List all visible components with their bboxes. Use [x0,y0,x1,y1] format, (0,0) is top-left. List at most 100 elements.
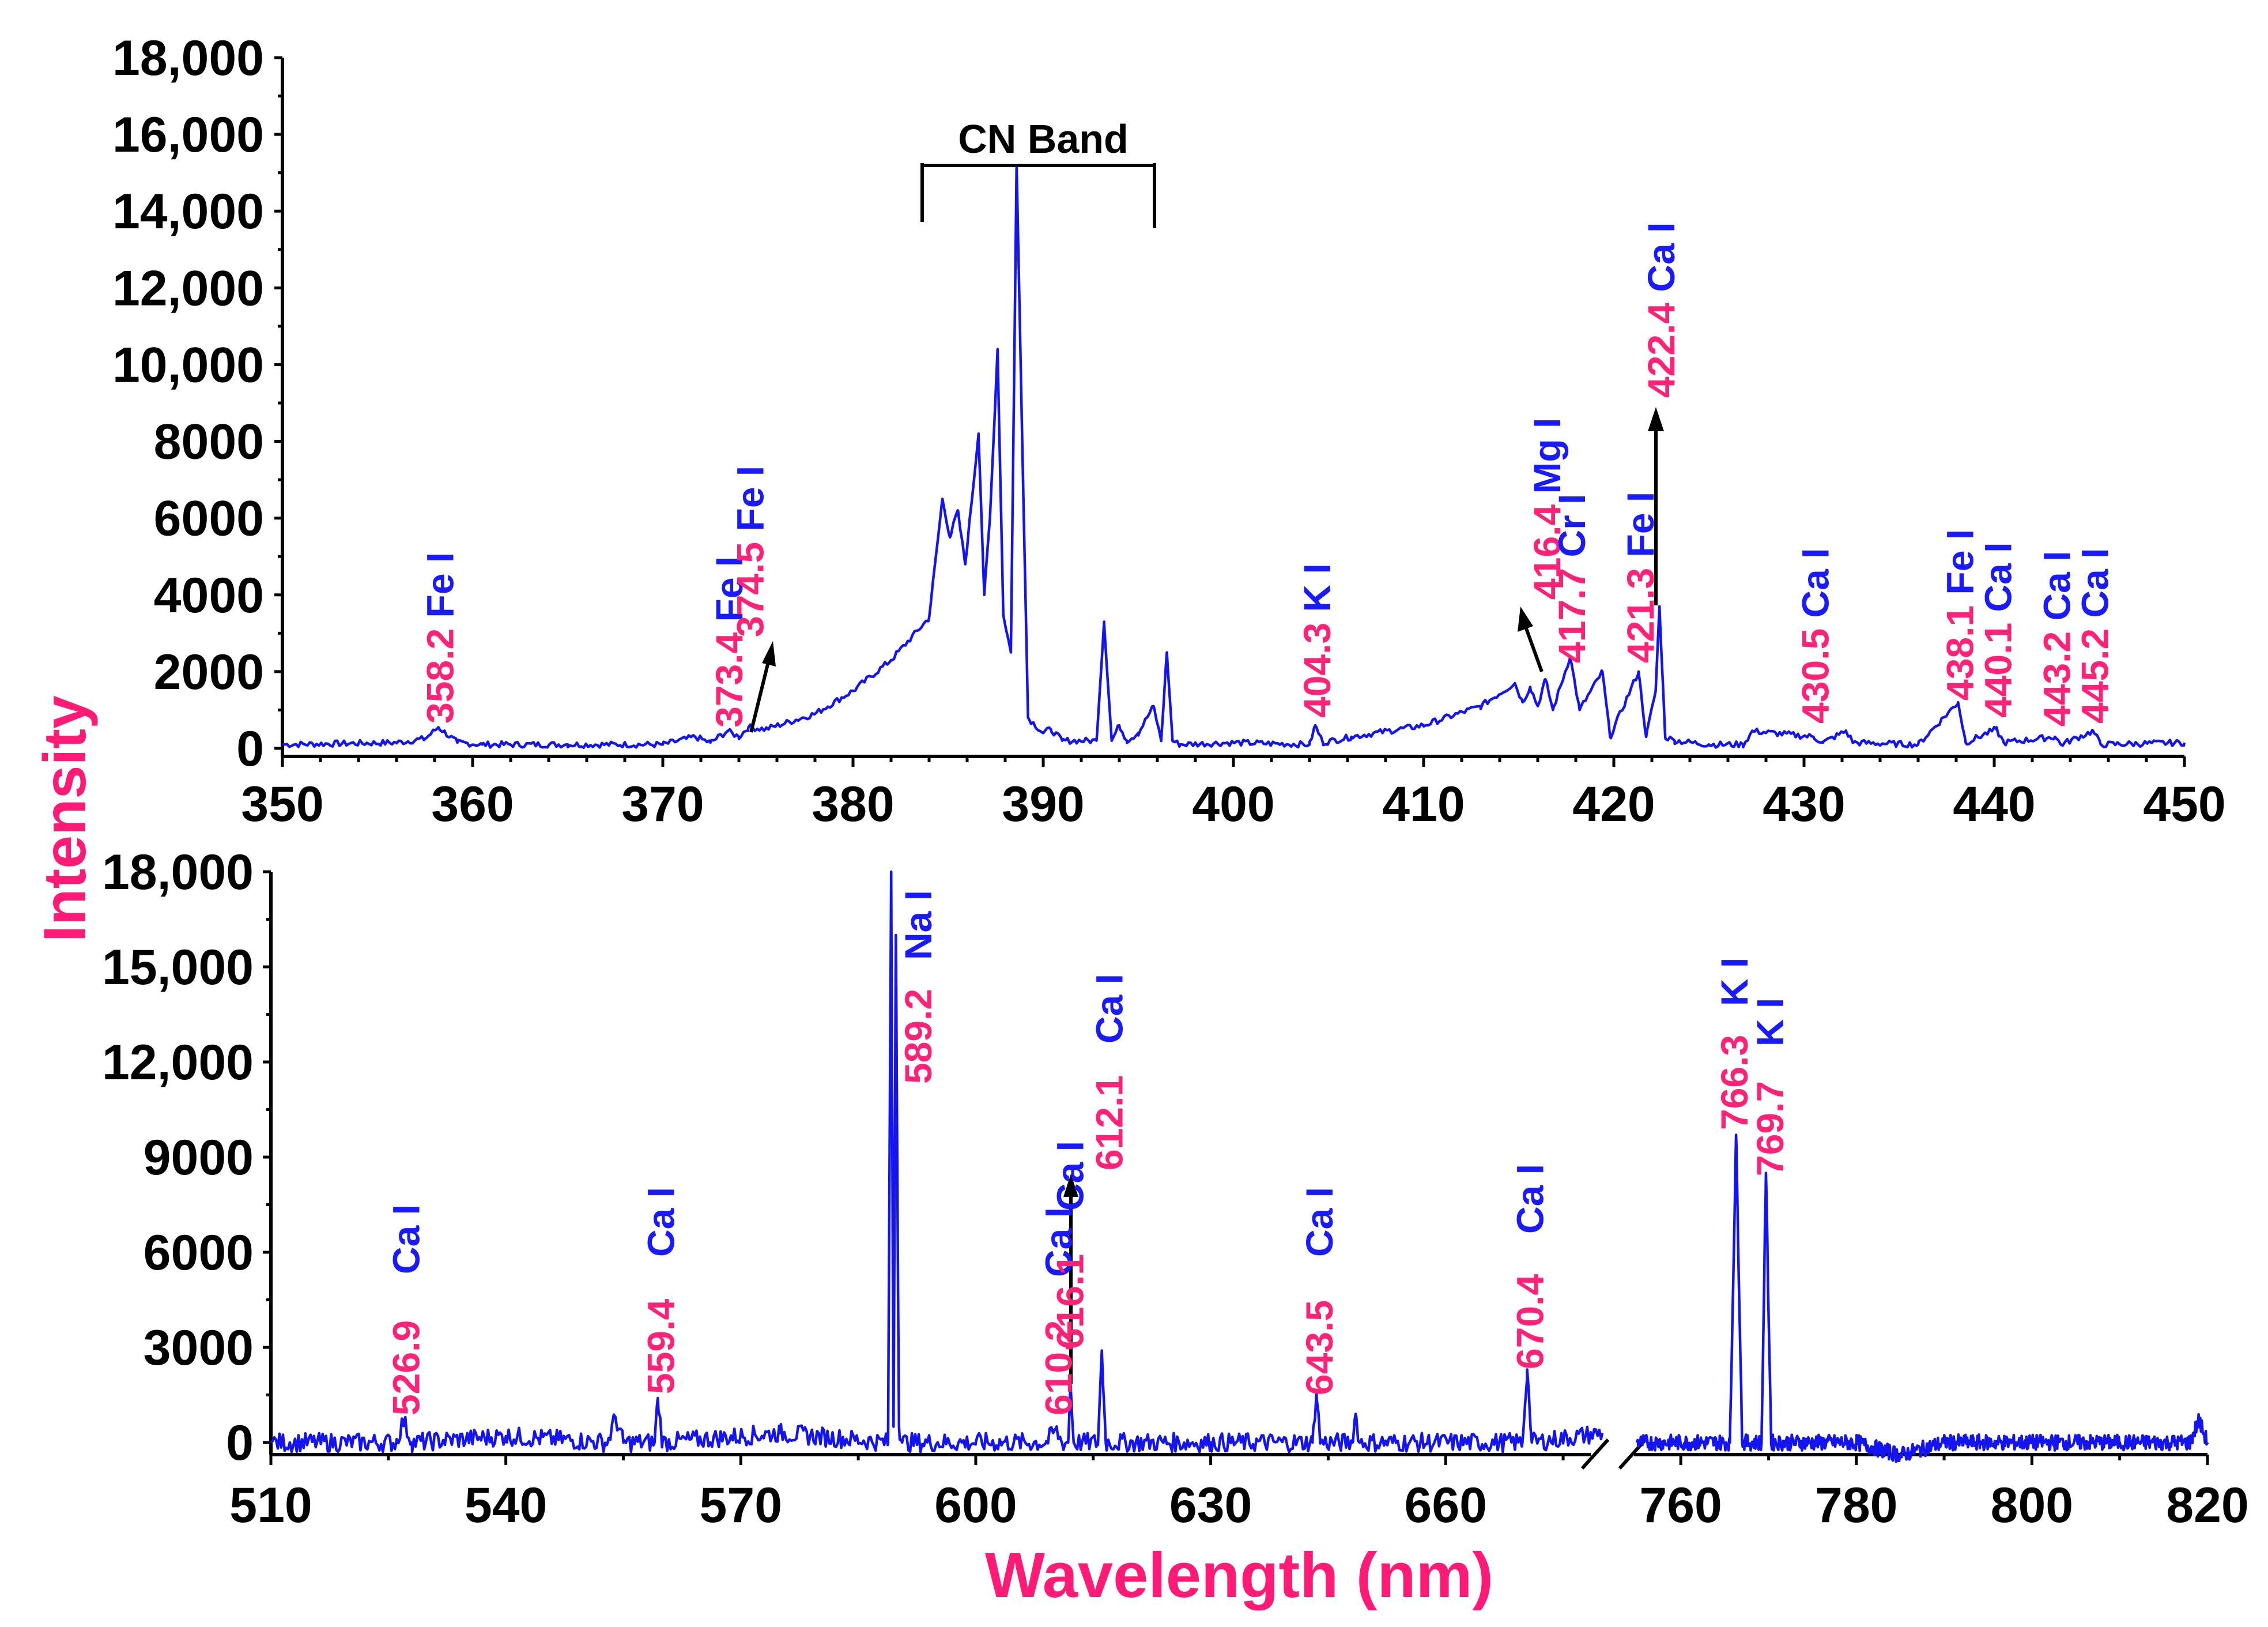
bottom-peak-element: Ca I [639,1187,682,1257]
bottom-arrows [1063,1174,1078,1384]
cn-band-bracket: CN Band [920,116,1156,228]
top-x-tick-label: 360 [431,777,514,832]
bottom-peak-wavelength: 769.7 [1749,1081,1791,1176]
top-peak-annotation: 438.1 Fe I [1938,529,1981,700]
arrow-612-1-head [1063,1174,1078,1197]
bottom-peak-wavelength: 670.4 [1509,1274,1552,1369]
peak-wavelength: 445.2 [2074,618,2116,724]
peak-wavelength: 421.3 [1619,558,1662,664]
top-x-ticks: 350 360 370 380 390 400 410 420 430 440 450 [241,756,2226,832]
top-y-ticks: 0 2000 4000 6000 8000 10,000 12,000 14,000 16,00… [112,31,282,777]
arrow-416-4 [1524,627,1544,673]
bottom-x-tick-label: 540 [465,1478,548,1533]
top-peak-annotation: 445.2 Ca I [2074,548,2116,724]
top-y-tick-label: 6000 [154,491,264,547]
peak-wavelength: 374.5 [729,532,772,638]
peak-element: K I [1296,563,1338,612]
peak-element: Fe I [729,466,772,532]
top-peak-annotation: 374.5 Fe I [729,466,772,637]
bottom-peak-element: Ca I [1037,1207,1080,1277]
top-arrows [749,407,1664,733]
top-y-tick-label: 10,000 [112,337,264,393]
bottom-x-tick-label: 510 [229,1478,312,1533]
bottom-y-tick-label: 0 [226,1415,254,1471]
bottom-peak-element: Ca I [1088,974,1130,1044]
bottom-x-tick-label: 800 [1991,1478,2074,1533]
top-peak-annotation: 421.3 Fe I [1619,492,1662,663]
bottom-x-ticks: 510 540 570 600 630 660 760 780 800 820 [229,1455,2249,1533]
bottom-peak-element: Ca I [1298,1187,1341,1257]
bottom-y-tick-label: 6000 [144,1225,254,1280]
bottom-x-tick-label: 600 [934,1478,1017,1533]
top-y-tick-label: 16,000 [112,107,264,163]
top-peak-annotation: 358.2 Fe I [419,552,462,724]
peak-wavelength: 373.4 [708,622,750,728]
bottom-x-tick-label: 760 [1639,1478,1722,1533]
arrow-374-5 [749,657,771,733]
top-peak-annotation: 373.4 Fe I [708,556,750,728]
peak-wavelength: 438.1 [1938,595,1981,701]
top-x-tick-label: 420 [1572,777,1655,832]
bottom-x-tick-label: 660 [1404,1478,1487,1533]
axis-break-slash-1 [1580,1438,1610,1470]
peak-element: Ca I [1794,548,1837,617]
bottom-peak-wavelength: 610.2 [1037,1320,1080,1415]
bottom-peak-wavelength: 559.4 [639,1299,682,1394]
bottom-spectrum-line-right [1635,1133,2209,1463]
top-y-tick-label: 18,000 [112,31,264,86]
top-x-tick-label: 450 [2143,777,2226,832]
arrow-416-4-head [1518,607,1533,632]
arrow-422-4-head [1648,407,1664,431]
bottom-y-tick-label: 12,000 [102,1035,254,1090]
top-y-tick-label: 4000 [154,568,264,623]
peak-element: Ca I [1976,542,2019,612]
bottom-peak-wavelength: 616.1 [1049,1254,1092,1349]
peak-element: Ca I [2036,551,2078,620]
top-peak-annotation: 440.1 Ca I [1976,542,2019,718]
top-peak-annotation: 416.4 Mg I [1526,418,1568,600]
peak-wavelength: 417.7 [1550,558,1593,664]
bottom-peak-wavelength: 612.1 [1088,1075,1130,1170]
bottom-peak-wavelength: 643.5 [1298,1300,1341,1395]
peak-element: Mg I [1526,418,1568,494]
top-x-tick-label: 370 [621,777,704,832]
top-x-tick-label: 410 [1382,777,1465,832]
bottom-peak-element: Ca I [1509,1164,1552,1234]
top-y-tick-label: 2000 [154,645,264,700]
arrow-374-5-head [762,641,776,666]
bottom-y-tick-label: 18,000 [102,845,254,900]
top-peak-annotation: 417.7 Cr I [1550,494,1593,663]
top-y-tick-label: 12,000 [112,261,264,316]
bottom-panel: 0 3000 6000 9000 12,000 15,000 18,000 510 540 57… [102,845,2249,1533]
top-x-tick-label: 390 [1002,777,1085,832]
bottom-peak-element: Na I [897,890,939,960]
x-axis-title: Wavelength (nm) [985,1540,1493,1611]
top-x-tick-label: 440 [1953,777,2036,832]
bottom-peak-element: Ca I [385,1204,428,1274]
bottom-y-tick-label: 3000 [144,1320,254,1376]
bottom-peak-wavelength: 526.9 [385,1320,428,1415]
top-peak-annotation: 404.3 K I [1296,563,1338,718]
peak-wavelength: 404.3 [1296,612,1338,718]
top-x-tick-label: 380 [812,777,895,832]
peak-wavelength: 358.2 [419,618,462,724]
bottom-peak-element: K I [1749,998,1791,1046]
y-axis-title: Intensity [32,695,99,942]
bottom-x-tick-label: 820 [2166,1478,2249,1533]
peak-wavelength: 430.5 [1794,618,1837,724]
top-y-tick-label: 14,000 [112,184,264,239]
bottom-peak-element: K I [1713,958,1756,1006]
peak-wavelength: 440.1 [1976,612,2019,718]
bottom-y-tick-label: 15,000 [102,940,254,995]
top-y-tick-label: 8000 [154,415,264,470]
bottom-y-ticks: 0 3000 6000 9000 12,000 15,000 18,000 [102,845,271,1471]
bottom-x-tick-label: 630 [1169,1478,1252,1533]
peak-element: Ca I [1640,222,1682,292]
top-peak-annotation: 443.2 Ca I [2036,551,2078,726]
top-x-tick-label: 350 [241,777,324,832]
top-spectrum-line [282,164,2186,749]
peak-element: Cr I [1550,494,1593,557]
top-y-tick-label: 0 [236,721,264,777]
